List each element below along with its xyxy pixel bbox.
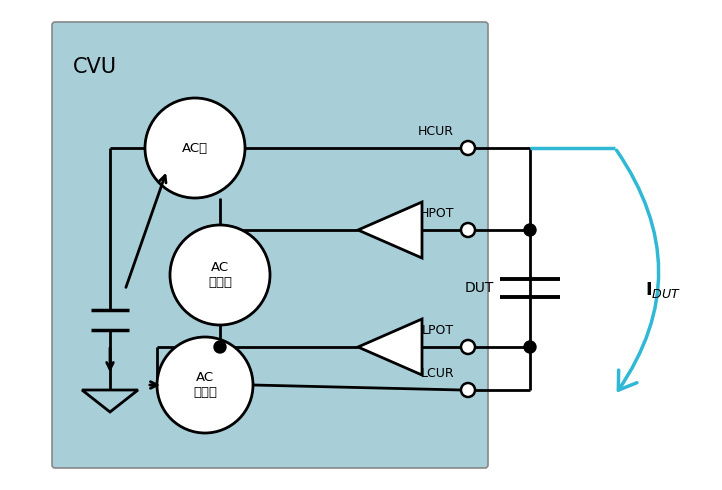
Circle shape: [461, 141, 475, 155]
Circle shape: [524, 341, 536, 353]
Text: DUT: DUT: [465, 281, 494, 295]
Text: AC源: AC源: [182, 142, 208, 154]
Circle shape: [214, 341, 226, 353]
Polygon shape: [358, 202, 422, 258]
FancyArrowPatch shape: [617, 150, 658, 390]
Polygon shape: [358, 319, 422, 375]
Circle shape: [461, 223, 475, 237]
Polygon shape: [82, 390, 138, 412]
Text: HPOT: HPOT: [419, 207, 454, 220]
Text: CVU: CVU: [73, 57, 117, 77]
FancyBboxPatch shape: [52, 22, 488, 468]
Circle shape: [461, 383, 475, 397]
Text: LPOT: LPOT: [422, 324, 454, 337]
Circle shape: [524, 224, 536, 236]
Text: $\mathbf{I}_{DUT}$: $\mathbf{I}_{DUT}$: [645, 280, 682, 300]
Text: AC
电压表: AC 电压表: [208, 261, 232, 289]
Text: LCUR: LCUR: [420, 367, 454, 380]
Text: AC
电流表: AC 电流表: [193, 371, 217, 399]
Circle shape: [157, 337, 253, 433]
Circle shape: [461, 340, 475, 354]
Circle shape: [145, 98, 245, 198]
Circle shape: [170, 225, 270, 325]
Text: HCUR: HCUR: [418, 125, 454, 138]
